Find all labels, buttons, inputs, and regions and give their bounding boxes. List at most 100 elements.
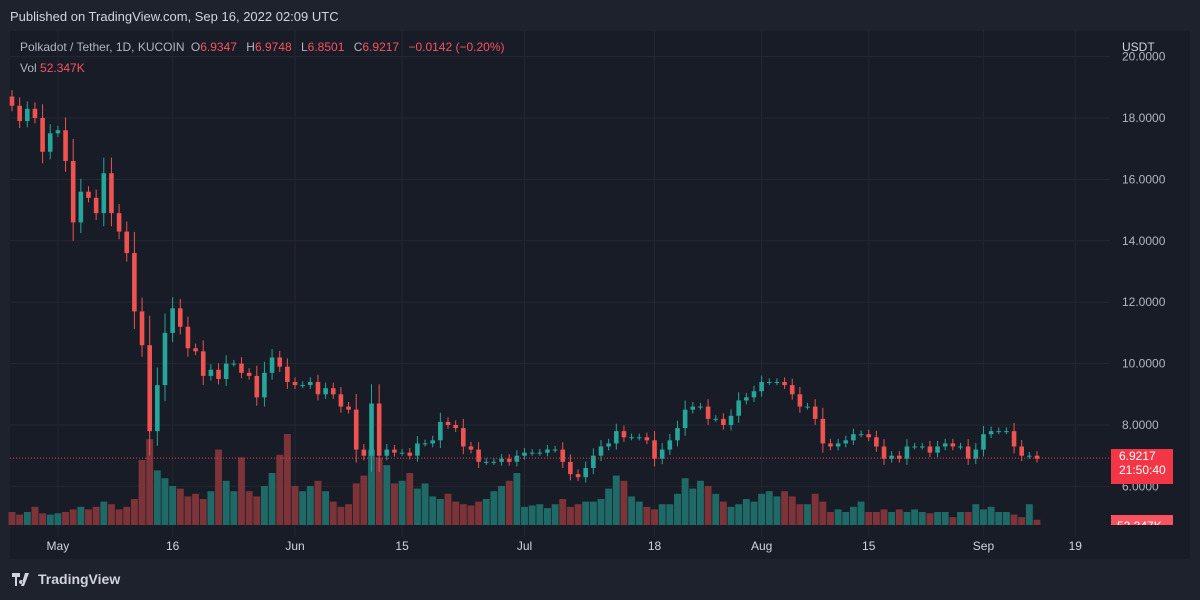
currency-label[interactable]: USDT bbox=[1122, 40, 1155, 54]
candle-body bbox=[1011, 431, 1017, 447]
volume-bar bbox=[957, 512, 964, 525]
volume-bar bbox=[658, 504, 666, 525]
candle-body bbox=[399, 452, 405, 454]
candle-body bbox=[193, 348, 198, 352]
candle-body bbox=[667, 440, 673, 450]
candle-body bbox=[835, 443, 841, 447]
volume-bar bbox=[643, 506, 651, 525]
volume-bar bbox=[253, 496, 261, 525]
volume-label: Vol bbox=[20, 61, 37, 75]
time-tick-label: Sep bbox=[973, 539, 995, 553]
candle-body bbox=[269, 357, 275, 373]
volume-bar bbox=[192, 493, 200, 525]
volume-bar bbox=[1010, 514, 1018, 525]
candle-body bbox=[904, 446, 910, 459]
time-tick-label: 18 bbox=[648, 539, 662, 553]
volume-bar bbox=[934, 512, 942, 525]
volume-bar bbox=[597, 499, 605, 525]
candle-body bbox=[346, 406, 351, 410]
volume-bar bbox=[230, 491, 238, 525]
candle-body bbox=[1034, 455, 1040, 459]
candle-body bbox=[93, 197, 99, 214]
candle-body bbox=[70, 160, 76, 223]
candle-body bbox=[621, 431, 627, 438]
volume-bar bbox=[895, 509, 903, 525]
candle-body bbox=[308, 382, 313, 386]
candle-body bbox=[919, 446, 925, 448]
candle-body bbox=[514, 455, 520, 462]
candle-body bbox=[529, 452, 535, 454]
volume-tag: 52.347K bbox=[1111, 515, 1173, 525]
price-tick-label: 12.0000 bbox=[1122, 295, 1166, 309]
volume-bar bbox=[383, 465, 391, 525]
volume-bar bbox=[827, 512, 834, 525]
candle-body bbox=[55, 130, 61, 134]
volume-bar bbox=[39, 513, 47, 525]
volume-bar bbox=[268, 473, 276, 525]
candle-body bbox=[292, 382, 298, 386]
candle-body bbox=[208, 369, 214, 376]
candle-body bbox=[881, 446, 887, 459]
footer-brand[interactable]: TradingView bbox=[12, 571, 120, 587]
volume-bar bbox=[46, 514, 54, 525]
candle-body bbox=[101, 173, 107, 214]
chart-frame[interactable] bbox=[10, 31, 1190, 559]
candle-body bbox=[461, 428, 466, 447]
candle-body bbox=[445, 421, 451, 425]
candle-body bbox=[988, 431, 994, 435]
symbol-name[interactable]: Polkadot / Tether, 1D, KUCOIN bbox=[20, 40, 185, 54]
tradingview-logo-icon bbox=[12, 573, 29, 586]
candle-body bbox=[132, 253, 137, 312]
volume-bar bbox=[628, 496, 636, 525]
candle-body bbox=[1027, 455, 1032, 457]
symbol-legend: Polkadot / Tether, 1D, KUCOIN O6.9347 H6… bbox=[20, 40, 508, 54]
candle-body bbox=[629, 437, 634, 439]
candle-body bbox=[613, 431, 619, 444]
candle-body bbox=[889, 455, 894, 459]
open-value: 6.9347 bbox=[200, 40, 237, 54]
candle-body bbox=[109, 173, 114, 214]
volume-bar bbox=[100, 501, 108, 525]
volume-bar bbox=[872, 512, 880, 525]
candle-body bbox=[506, 458, 512, 462]
candle-body bbox=[1004, 431, 1009, 433]
candle-body bbox=[652, 440, 657, 459]
candle-body bbox=[155, 385, 160, 432]
volume-bar bbox=[941, 512, 949, 525]
volume-bar bbox=[505, 480, 513, 525]
candle-body bbox=[766, 382, 772, 384]
volume-bar bbox=[551, 504, 559, 525]
volume-bar bbox=[849, 506, 857, 525]
published-label: Published on TradingView.com, Sep 16, 20… bbox=[10, 9, 339, 24]
candle-body bbox=[942, 443, 948, 447]
candle-body bbox=[216, 369, 221, 379]
volume-bar bbox=[77, 506, 85, 525]
candle-body bbox=[545, 449, 550, 453]
price-tick-label: 20.0000 bbox=[1122, 50, 1166, 64]
time-tick-label: Jun bbox=[285, 539, 304, 553]
volume-bar bbox=[980, 509, 987, 525]
candle-body bbox=[950, 443, 956, 447]
candle-body bbox=[912, 446, 917, 448]
volume-bar bbox=[85, 509, 92, 525]
last-price-value: 6.9217 bbox=[1119, 449, 1156, 463]
volume-bar bbox=[360, 475, 368, 525]
brand-name: TradingView bbox=[38, 571, 121, 587]
candle-body bbox=[300, 385, 305, 387]
volume-bar bbox=[169, 486, 177, 525]
candle-body bbox=[736, 400, 741, 416]
candle-body bbox=[453, 425, 458, 429]
candle-body bbox=[483, 461, 489, 463]
volume-bar bbox=[651, 509, 658, 525]
volume-bar bbox=[949, 517, 957, 525]
candle-body bbox=[223, 363, 229, 379]
candle-body bbox=[965, 446, 971, 459]
candle-body bbox=[698, 406, 703, 408]
candle-body bbox=[430, 440, 436, 444]
time-tick-label: 16 bbox=[166, 539, 180, 553]
volume-bar bbox=[207, 491, 215, 525]
volume-value: 52.347K bbox=[40, 61, 85, 75]
candle-body bbox=[721, 418, 726, 425]
volume-bar bbox=[888, 512, 896, 525]
